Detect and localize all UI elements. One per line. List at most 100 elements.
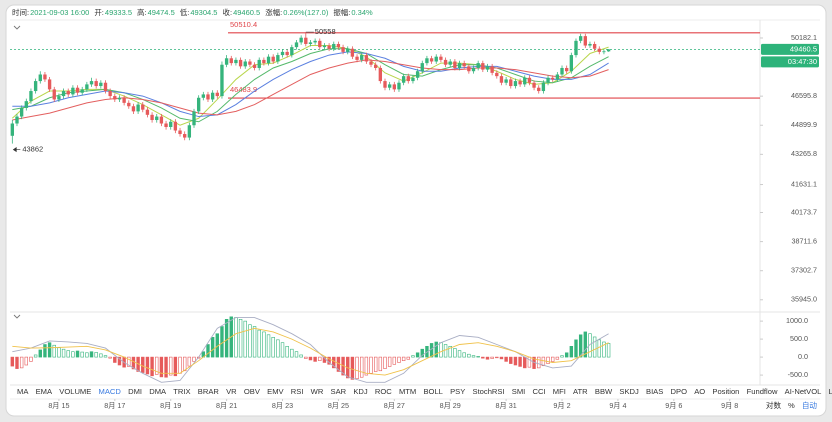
candle-body: [178, 130, 182, 135]
indicator-tab[interactable]: Position: [712, 387, 739, 396]
candle-body: [597, 48, 601, 52]
indicator-tab[interactable]: Fundflow: [747, 387, 778, 396]
indicator-tab[interactable]: StochRSI: [473, 387, 505, 396]
header-value: 2021-09-03 16:00: [30, 8, 89, 17]
candle-body: [24, 101, 28, 108]
indicator-tab[interactable]: DMA: [149, 387, 167, 396]
indicator-tab[interactable]: AI-NetVOL: [785, 387, 822, 396]
candle-body: [164, 123, 168, 127]
macd-bar: [318, 356, 322, 361]
macd-bar: [187, 356, 192, 367]
macd-bar: [439, 342, 443, 358]
candle-body: [210, 92, 215, 100]
macd-bar: [360, 356, 364, 378]
macd-bar: [606, 343, 611, 358]
indicator-tab[interactable]: BBW: [595, 387, 613, 396]
macd-bar: [47, 342, 52, 358]
header-label: 开:: [94, 8, 104, 17]
indicator-tab[interactable]: WR: [311, 387, 324, 396]
collapse-icon[interactable]: [13, 314, 21, 319]
macd-bar: [453, 348, 457, 358]
indicator-tab[interactable]: BOLL: [423, 387, 442, 396]
macd-bar: [113, 356, 117, 363]
macd-bar: [52, 344, 56, 358]
macd-bar: [169, 356, 173, 376]
indicator-tab[interactable]: EMV: [267, 387, 284, 396]
indicator-tab[interactable]: SKDJ: [619, 387, 639, 396]
macd-bar: [145, 356, 150, 375]
candle-body: [481, 63, 485, 70]
macd-bar: [150, 356, 154, 377]
indicator-tab[interactable]: CCI: [532, 387, 545, 396]
indicator-tab[interactable]: LSUR: [829, 387, 832, 396]
indicator-tab[interactable]: ROC: [375, 387, 392, 396]
macd-bar: [569, 346, 574, 358]
candle-body: [108, 91, 112, 97]
indicator-tab[interactable]: TRIX: [173, 387, 190, 396]
macd-bar: [164, 356, 168, 378]
candle-body: [606, 49, 611, 52]
indicator-tab[interactable]: SAR: [331, 387, 347, 396]
macd-bar: [38, 349, 42, 358]
scale-option[interactable]: 对数: [766, 400, 782, 410]
macd-bar: [220, 326, 224, 358]
candle-body: [457, 63, 462, 68]
candle-body: [159, 116, 164, 124]
macd-bar: [467, 353, 471, 358]
macd-bar: [551, 356, 555, 362]
header-label: 时间:: [12, 7, 29, 17]
indicator-tab[interactable]: KDJ: [353, 387, 368, 396]
macd-bar: [15, 356, 19, 369]
candle-body: [248, 61, 252, 65]
indicator-tab[interactable]: RSI: [291, 387, 304, 396]
macd-bar: [155, 356, 159, 375]
candle-body: [141, 104, 145, 110]
header-value: 49304.5: [190, 8, 217, 17]
indicator-tab[interactable]: DPO: [671, 387, 688, 396]
candle-body: [187, 125, 192, 138]
macd-bar: [485, 356, 490, 360]
x-tick-label: 8月 21: [216, 401, 237, 410]
indicator-tab[interactable]: MFI: [553, 387, 566, 396]
candle-body: [499, 76, 504, 83]
indicator-tab[interactable]: OBV: [244, 387, 261, 396]
header-value: 0.34%: [351, 8, 373, 17]
candle-body: [443, 59, 448, 65]
scale-option[interactable]: 自动: [802, 400, 818, 410]
indicator-tab[interactable]: VOLUME: [59, 387, 91, 396]
macd-bar: [266, 334, 271, 358]
indicator-tab[interactable]: DMI: [128, 387, 142, 396]
indicator-tab[interactable]: BRAR: [198, 387, 220, 396]
candle-body: [196, 97, 201, 112]
indicator-tab[interactable]: PSY: [450, 387, 465, 396]
macd-bar: [504, 356, 508, 362]
indicator-tab[interactable]: MTM: [399, 387, 416, 396]
indicator-tab[interactable]: SMI: [512, 387, 526, 396]
macd-bar: [578, 334, 583, 358]
candle-body: [47, 79, 52, 90]
indicator-tab[interactable]: EMA: [36, 387, 53, 396]
candle-body: [80, 89, 84, 93]
x-tick-label: 8月 29: [440, 401, 461, 410]
candle-body: [383, 81, 387, 88]
indicator-tab[interactable]: MACD: [99, 387, 122, 396]
indicator-tab[interactable]: AO: [694, 387, 705, 396]
candle-body: [355, 56, 359, 60]
indicator-tab[interactable]: BIAS: [646, 387, 663, 396]
x-tick-label: 8月 19: [160, 401, 181, 410]
macd-bar: [415, 352, 420, 358]
macd-bar: [271, 337, 275, 358]
candle-body: [471, 67, 476, 72]
macd-bar: [257, 329, 261, 358]
indicator-tab[interactable]: VR: [226, 387, 237, 396]
collapse-icon[interactable]: [13, 25, 21, 30]
indicator-tab[interactable]: MA: [17, 387, 29, 396]
macd-bar: [471, 355, 476, 358]
header-label: 收:: [222, 7, 232, 17]
macd-bar: [19, 356, 24, 369]
macd-chart: 1000.0 500.0 0.0 -500.0: [10, 316, 808, 383]
indicator-tab[interactable]: ATR: [573, 387, 588, 396]
candle-body: [103, 82, 108, 92]
candle-body: [332, 43, 336, 49]
scale-option[interactable]: %: [788, 401, 795, 410]
